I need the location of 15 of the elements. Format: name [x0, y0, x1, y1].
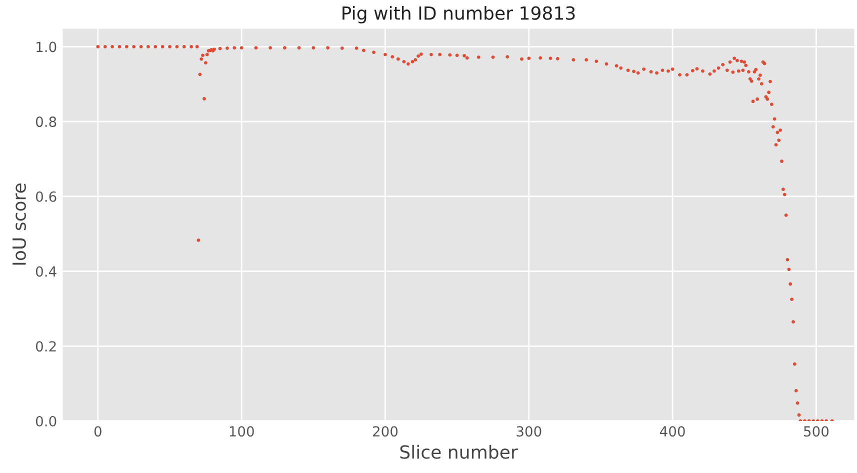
y-tick-label: 0.4	[36, 266, 56, 277]
x-tick-label: 500	[804, 426, 829, 437]
y-axis-title: IoU score	[12, 184, 26, 265]
y-tick-label: 0.8	[36, 116, 56, 128]
y-tick-label: 1.0	[36, 42, 56, 52]
y-tick-label: 0.2	[36, 341, 56, 352]
x-axis-title: Slice number	[400, 444, 518, 459]
x-tick-label: 300	[516, 426, 542, 437]
x-tick-label: 100	[230, 426, 254, 437]
x-tick-label: 0	[94, 426, 102, 437]
y-tick-label: 0.0	[36, 416, 56, 426]
x-tick-label: 200	[372, 426, 398, 437]
chart-title: Pig with ID number 19813	[342, 6, 575, 24]
x-tick-label: 400	[660, 426, 685, 437]
y-tick-label: 0.6	[36, 191, 56, 202]
